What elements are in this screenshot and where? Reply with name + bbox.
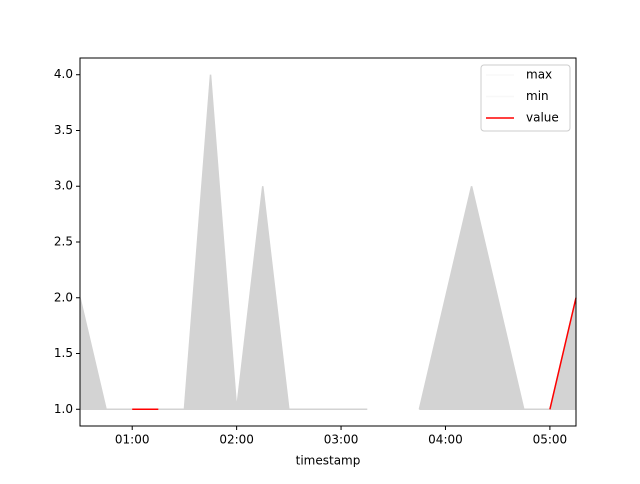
plot-area	[79, 74, 577, 411]
y-tick-label: 2.5	[54, 235, 73, 249]
x-tick-label: 03:00	[324, 433, 359, 447]
legend-label: min	[526, 89, 549, 103]
y-tick-label: 1.5	[54, 346, 73, 360]
x-tick-label: 02:00	[219, 433, 254, 447]
y-tick-label: 4.0	[54, 67, 73, 81]
series-line	[132, 297, 577, 411]
y-tick-label: 3.0	[54, 179, 73, 193]
x-tick-label: 05:00	[533, 433, 568, 447]
x-tick-label: 04:00	[428, 433, 463, 447]
y-tick-label: 2.0	[54, 290, 73, 304]
legend-label: value	[526, 111, 559, 125]
x-tick-label: 01:00	[115, 433, 150, 447]
y-tick-label: 3.5	[54, 123, 73, 137]
legend-box	[480, 64, 571, 132]
y-tick-label: 1.0	[54, 402, 73, 416]
x-axis-label: timestamp	[296, 454, 361, 468]
legend-label: max	[526, 68, 552, 82]
